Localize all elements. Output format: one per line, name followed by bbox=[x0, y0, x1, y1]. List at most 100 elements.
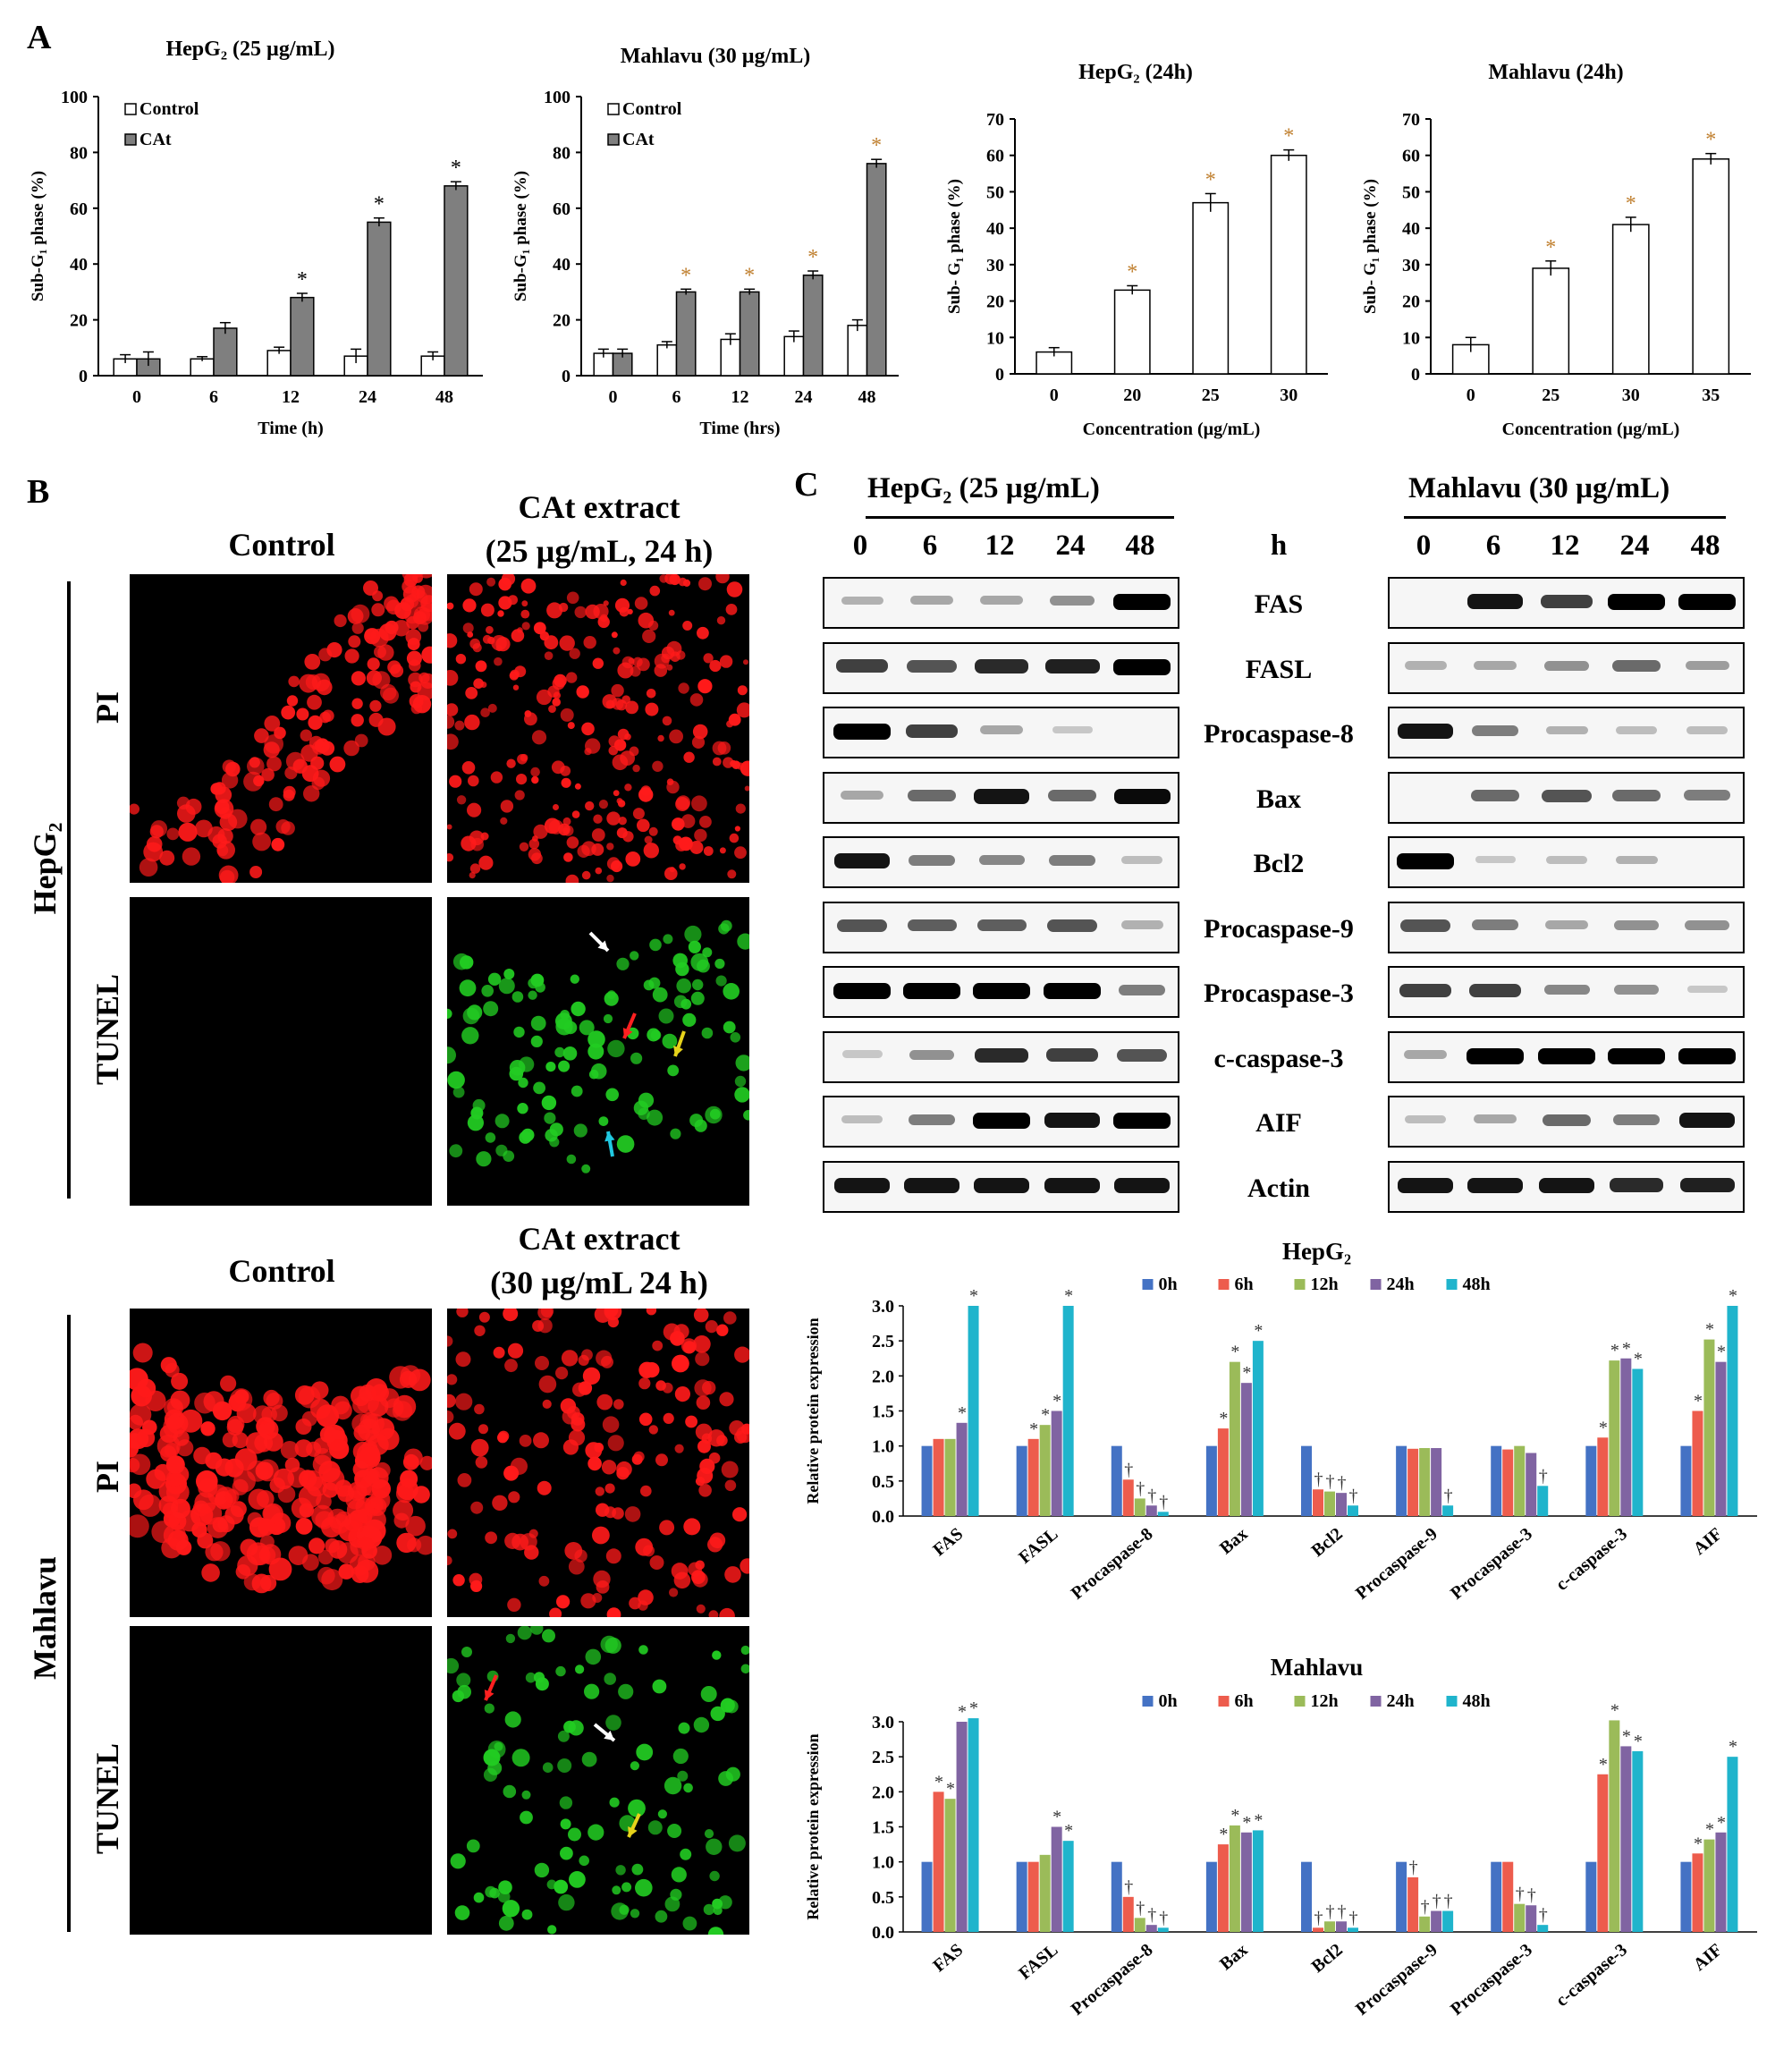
cell bbox=[369, 699, 382, 712]
cell bbox=[715, 975, 727, 987]
bar-treatment bbox=[1113, 289, 1151, 375]
cell bbox=[647, 1109, 664, 1126]
cell bbox=[304, 654, 321, 670]
y-tick-label: 20 bbox=[1402, 292, 1420, 312]
wb-band bbox=[841, 596, 883, 606]
wb-band bbox=[974, 1177, 1029, 1193]
cell bbox=[129, 1403, 152, 1426]
cell bbox=[252, 832, 271, 851]
cell bbox=[606, 857, 621, 870]
cell bbox=[621, 695, 630, 704]
cell bbox=[530, 1015, 546, 1031]
cell bbox=[474, 1325, 486, 1336]
cell bbox=[607, 1039, 625, 1058]
cell bbox=[689, 1114, 704, 1128]
cell bbox=[487, 703, 497, 713]
cell bbox=[581, 841, 596, 856]
bar-24h bbox=[1051, 1410, 1062, 1516]
significance-star: * bbox=[1205, 168, 1216, 191]
bar-12h bbox=[1609, 1720, 1620, 1932]
cell bbox=[666, 780, 680, 794]
wb-band bbox=[1048, 790, 1096, 801]
wb-band bbox=[1541, 594, 1593, 608]
cell bbox=[257, 1490, 275, 1508]
cell bbox=[557, 1730, 570, 1742]
bar-6h bbox=[1027, 1861, 1039, 1932]
cell bbox=[416, 584, 435, 605]
wb-protein-label: FASL bbox=[1245, 654, 1313, 684]
cell bbox=[700, 1686, 717, 1702]
bar-6h bbox=[933, 1438, 944, 1516]
wb-hep-time-0: 0 bbox=[852, 529, 868, 562]
cell bbox=[533, 1081, 545, 1095]
bar-6h bbox=[1217, 1844, 1229, 1932]
wb-band bbox=[1684, 790, 1730, 801]
significance-mark: * bbox=[1694, 1392, 1703, 1411]
cell bbox=[220, 1375, 237, 1392]
cell bbox=[351, 622, 364, 634]
cell bbox=[734, 1346, 751, 1363]
cell bbox=[612, 1507, 624, 1520]
wb-mah-blot bbox=[1388, 577, 1745, 629]
y-tick-label: 100 bbox=[544, 88, 571, 107]
cell bbox=[684, 925, 702, 944]
cell bbox=[472, 643, 482, 653]
wb-mah-blot bbox=[1388, 836, 1745, 888]
cell bbox=[295, 1518, 313, 1535]
cell bbox=[540, 1304, 554, 1317]
wb-band bbox=[1044, 983, 1101, 999]
significance-mark: * bbox=[969, 1286, 978, 1306]
significance-mark: † bbox=[1124, 1877, 1133, 1897]
wb-band bbox=[837, 919, 887, 932]
cell bbox=[367, 1467, 389, 1489]
cell bbox=[555, 1367, 569, 1380]
cell bbox=[537, 1480, 552, 1495]
cell bbox=[566, 836, 579, 849]
cell bbox=[608, 735, 621, 748]
cell bbox=[494, 1114, 510, 1129]
cell bbox=[625, 851, 641, 867]
panel-label-a: A bbox=[27, 19, 52, 56]
bar-24h bbox=[1051, 1826, 1062, 1932]
significance-mark: * bbox=[1705, 1820, 1714, 1840]
bar-6h bbox=[1692, 1853, 1703, 1932]
cell bbox=[670, 1888, 682, 1901]
cell bbox=[233, 1470, 256, 1493]
wb-band bbox=[1543, 1114, 1591, 1126]
cell bbox=[328, 1439, 350, 1460]
wb-band bbox=[1543, 984, 1590, 995]
cell bbox=[608, 745, 619, 756]
legend-label-0h: 0h bbox=[1159, 1275, 1178, 1294]
wb-band bbox=[1545, 919, 1588, 929]
cell bbox=[490, 771, 503, 784]
cell bbox=[548, 705, 556, 713]
significance-star: * bbox=[1283, 125, 1294, 148]
cell bbox=[601, 1460, 617, 1475]
cell bbox=[452, 1574, 465, 1587]
significance-mark: † bbox=[1338, 1902, 1347, 1921]
significance-mark: † bbox=[1124, 1460, 1133, 1479]
cell bbox=[535, 1356, 549, 1370]
wb-band bbox=[1685, 660, 1729, 671]
cell bbox=[442, 670, 459, 686]
wb-band bbox=[976, 919, 1027, 932]
cell bbox=[492, 1495, 508, 1511]
wb-mah-blot bbox=[1388, 966, 1745, 1018]
cell bbox=[319, 1426, 337, 1444]
significance-star: * bbox=[1545, 236, 1556, 259]
wb-band bbox=[1113, 1113, 1171, 1129]
cell bbox=[563, 852, 573, 862]
cell bbox=[616, 798, 623, 804]
cell bbox=[486, 577, 496, 587]
cell bbox=[670, 651, 680, 662]
cell bbox=[575, 1665, 585, 1674]
wb-band bbox=[1686, 985, 1728, 994]
cell bbox=[319, 711, 331, 724]
wb-band bbox=[1113, 658, 1171, 675]
cell bbox=[724, 1479, 737, 1492]
cell bbox=[400, 1470, 418, 1488]
wb-mah-time-48: 48 bbox=[1690, 529, 1720, 562]
y-tick-label: 50 bbox=[986, 182, 1004, 202]
cell bbox=[329, 756, 346, 773]
